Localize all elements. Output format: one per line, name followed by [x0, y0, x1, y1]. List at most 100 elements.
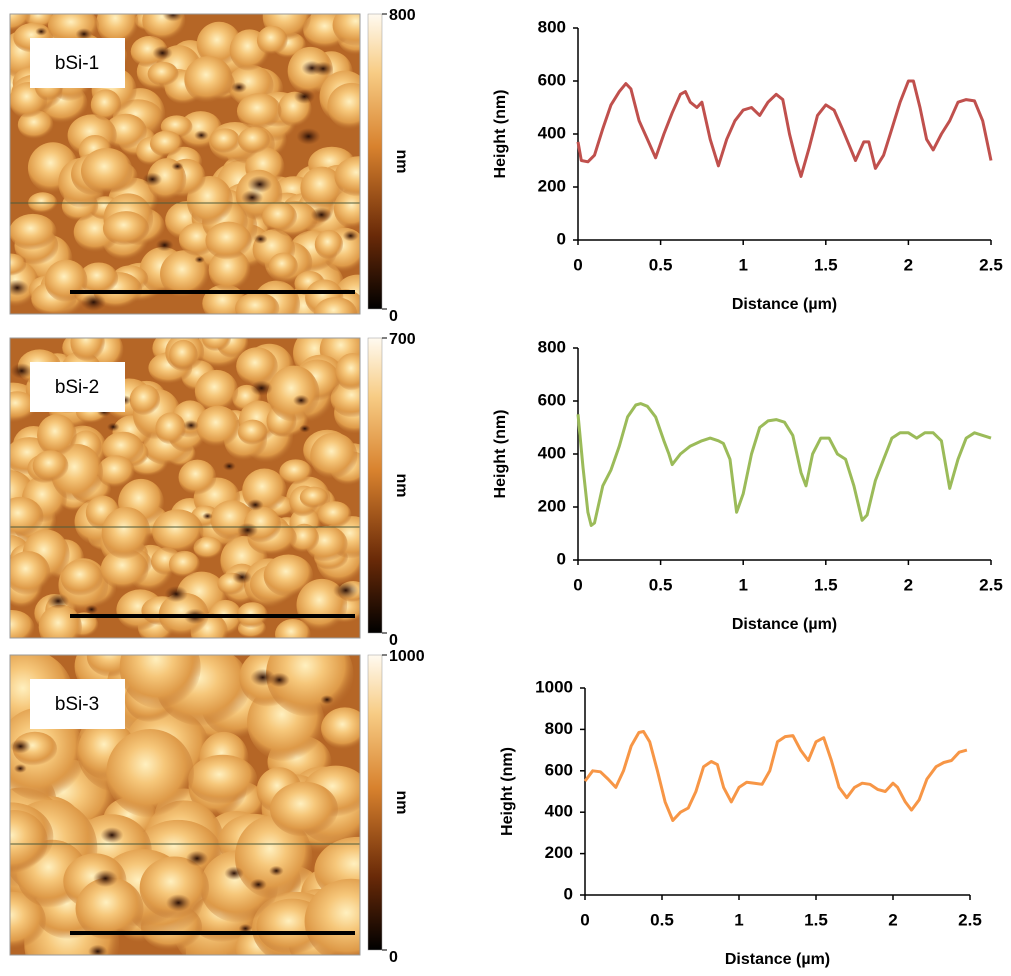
- afm-grain: [205, 221, 252, 260]
- afm-pit: [10, 279, 29, 296]
- afm-pit: [320, 695, 334, 705]
- afm-pit: [142, 172, 163, 187]
- afm-pit: [75, 28, 93, 40]
- afm-grain: [10, 610, 35, 638]
- afm-pit: [152, 45, 173, 61]
- afm-grain: [236, 347, 278, 386]
- x-tick-label: 1: [738, 575, 747, 594]
- afm-pit: [342, 230, 359, 242]
- x-tick-label: 0.5: [650, 910, 674, 929]
- y-tick-label: 800: [545, 719, 573, 738]
- colorbar-unit: nm: [393, 150, 410, 174]
- colorbar-tick-label: 0: [389, 632, 398, 649]
- afm-pit: [247, 175, 273, 194]
- label-box: [30, 362, 125, 412]
- afm-grain: [10, 391, 36, 421]
- afm-grain: [193, 536, 223, 560]
- afm-grain: [38, 604, 82, 638]
- colorbar-tick-label: 700: [389, 331, 416, 348]
- afm-grain: [188, 754, 258, 804]
- afm-grain: [184, 56, 233, 103]
- x-tick-label: 2.5: [979, 255, 1003, 274]
- afm-pit: [268, 865, 284, 876]
- colorbar-unit: nm: [393, 791, 410, 815]
- afm-pit: [202, 512, 213, 520]
- afm-grain: [96, 14, 139, 46]
- afm-pit: [194, 256, 205, 264]
- y-tick-label: 400: [538, 443, 566, 462]
- afm-grain: [97, 455, 135, 488]
- y-tick-label: 1000: [535, 677, 573, 696]
- x-tick-label: 2: [888, 910, 897, 929]
- x-tick-label: 0.5: [649, 255, 673, 274]
- afm-grain: [10, 253, 27, 276]
- afm-grain: [147, 61, 179, 86]
- y-axis-title: Height (nm): [492, 90, 509, 179]
- afm-grain: [332, 14, 360, 47]
- afm-pit: [253, 234, 268, 244]
- afm-pit: [247, 499, 264, 511]
- afm-grain: [79, 262, 119, 295]
- afm-pit: [296, 127, 321, 145]
- afm-image: [10, 655, 360, 955]
- afm-pit: [237, 522, 259, 538]
- afm-pit: [47, 593, 70, 609]
- x-tick-label: 0.5: [649, 575, 673, 594]
- afm-grain: [268, 252, 298, 280]
- data-line: [583, 730, 968, 822]
- afm-pit: [93, 869, 118, 888]
- sample-label: bSi-3: [55, 694, 99, 715]
- y-axis-title: Height (nm): [499, 747, 516, 836]
- colorbar: [367, 13, 383, 310]
- afm-grain: [236, 93, 282, 130]
- y-tick-label: 800: [538, 17, 566, 36]
- afm-grain: [321, 707, 360, 750]
- afm-grain: [210, 128, 241, 154]
- afm-grain: [129, 384, 161, 416]
- afm-grain: [202, 338, 232, 352]
- sample-label: bSi-1: [55, 53, 99, 74]
- colorbar-tick-label: 0: [389, 308, 398, 325]
- afm-grain: [279, 459, 313, 485]
- y-tick-label: 800: [538, 337, 566, 356]
- x-tick-label: 0: [580, 910, 589, 929]
- afm-pit: [250, 380, 273, 396]
- afm-grain: [178, 459, 217, 496]
- afm-grain: [139, 856, 209, 919]
- afm-grain: [119, 655, 201, 709]
- x-tick-label: 1.5: [814, 255, 838, 274]
- afm-grain: [299, 486, 329, 508]
- colorbar: [367, 654, 383, 951]
- data-line: [576, 402, 992, 527]
- y-tick-label: 0: [557, 229, 566, 248]
- afm-pit: [164, 585, 188, 603]
- y-tick-label: 0: [564, 884, 573, 903]
- afm-pit: [241, 189, 264, 206]
- afm-grain: [289, 523, 320, 553]
- afm-grain: [10, 810, 48, 874]
- label-box: [30, 38, 125, 88]
- afm-grain: [310, 432, 358, 480]
- x-axis-title: Distance (µm): [725, 951, 830, 968]
- afm-grain: [10, 213, 57, 251]
- afm-pit: [299, 424, 311, 433]
- afm-pit: [312, 61, 334, 76]
- x-tick-label: 2.5: [958, 910, 982, 929]
- afm-pit: [106, 422, 120, 432]
- data-line: [576, 79, 993, 178]
- afm-grain: [262, 201, 297, 232]
- afm-pit: [183, 419, 199, 431]
- afm-pit: [88, 944, 108, 955]
- afm-pit: [185, 850, 209, 867]
- afm-pit: [250, 668, 276, 687]
- afm-grain: [275, 618, 311, 638]
- y-tick-label: 0: [557, 549, 566, 568]
- afm-pit: [194, 130, 209, 141]
- afm-pit: [35, 27, 48, 36]
- afm-pit: [162, 14, 184, 22]
- afm-grain: [101, 506, 151, 560]
- afm-pit: [13, 763, 27, 773]
- afm-grain: [10, 14, 31, 32]
- afm-pit: [333, 581, 359, 600]
- x-axis-title: Distance (µm): [732, 296, 837, 313]
